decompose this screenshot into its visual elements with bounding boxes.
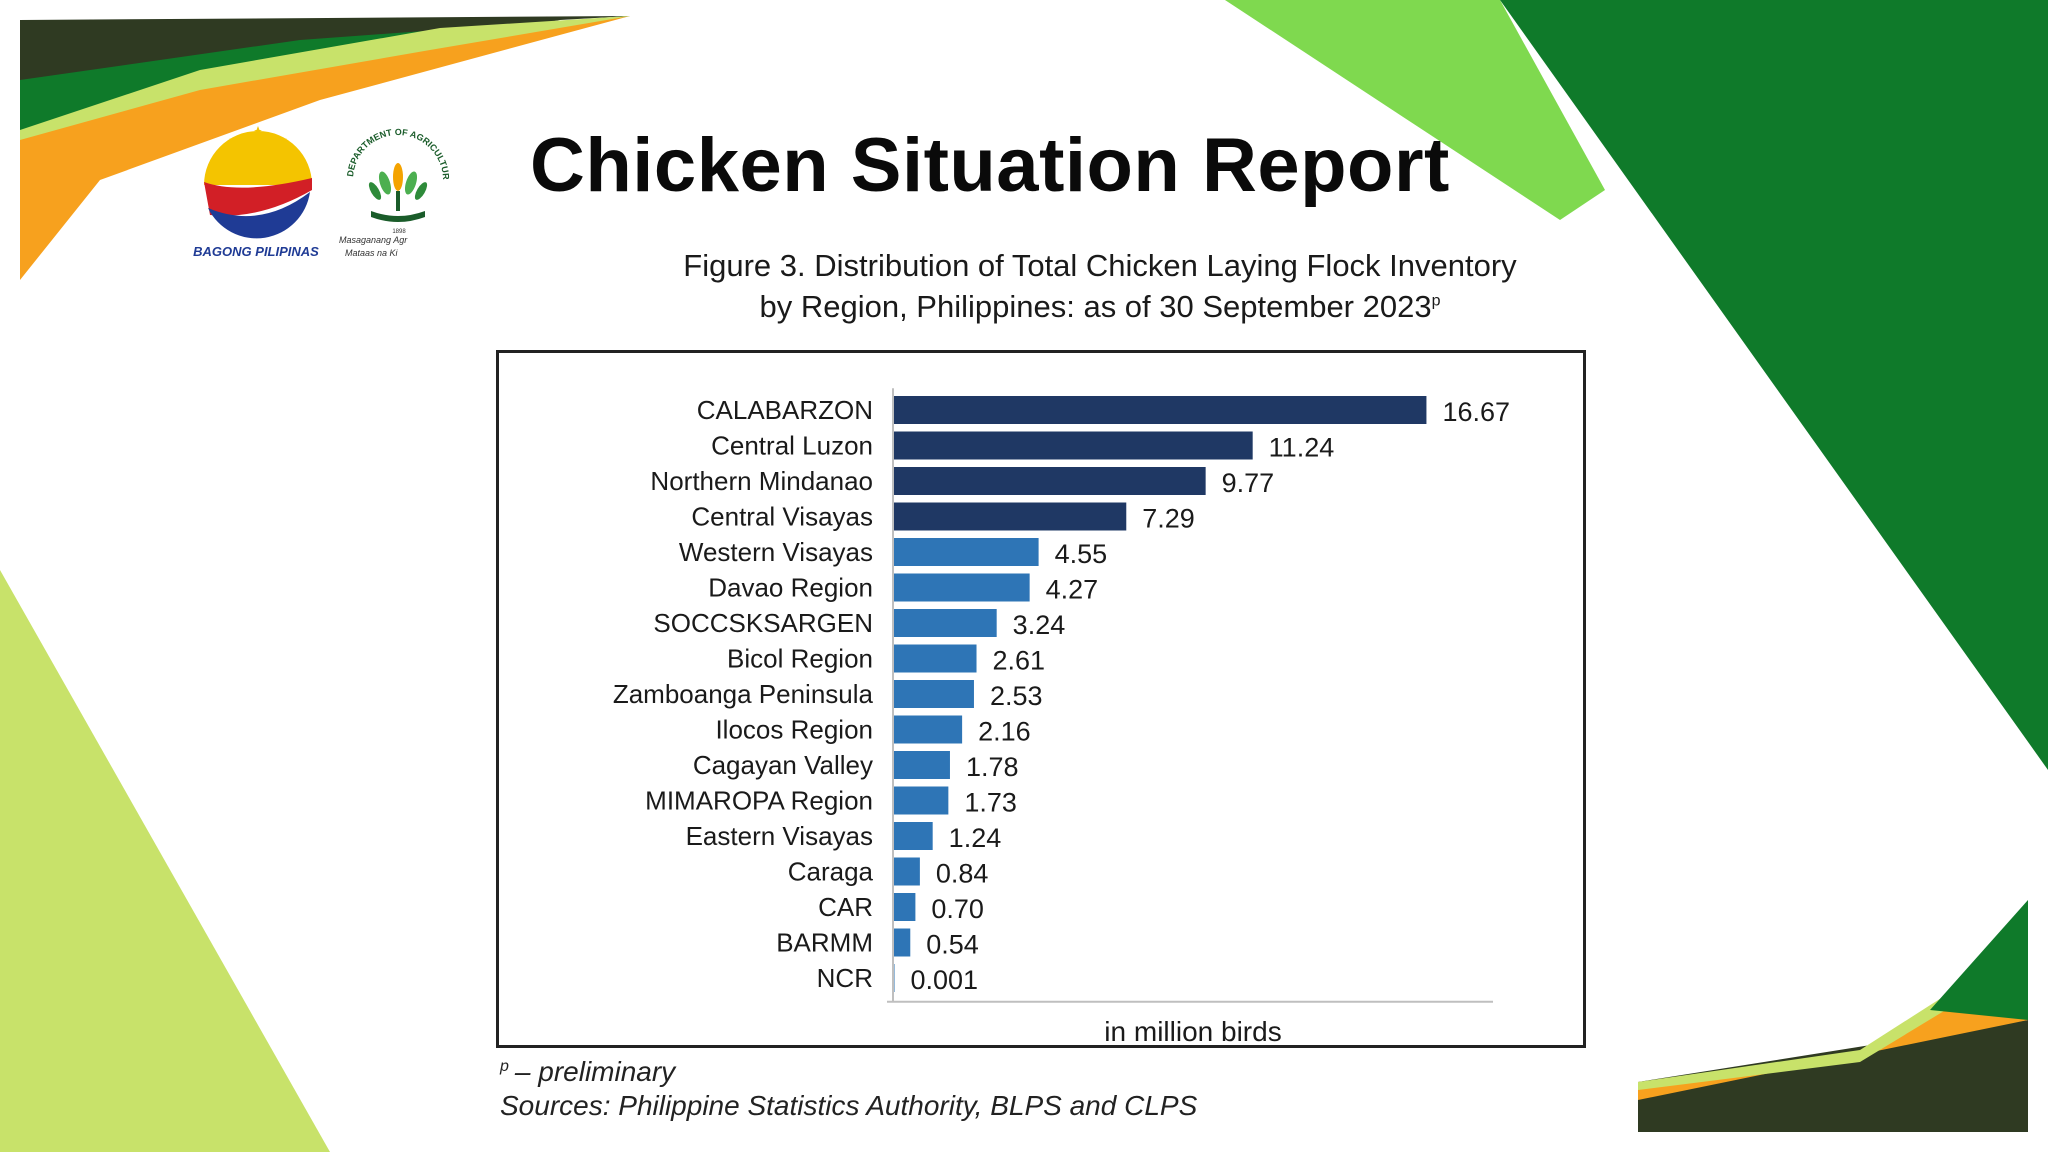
value-label-12: 1.24 bbox=[949, 823, 1002, 853]
category-label-7: Bicol Region bbox=[727, 644, 873, 674]
bar-1 bbox=[893, 431, 1253, 460]
value-label-14: 0.70 bbox=[931, 894, 984, 924]
labels-layer: CALABARZON 16.67 Central Luzon 11.24 Norther… bbox=[613, 395, 1510, 995]
footnote-sources: Sources: Philippine Statistics Authority… bbox=[500, 1090, 1198, 1121]
value-label-5: 4.27 bbox=[1046, 575, 1099, 605]
da-year: 1898 bbox=[392, 229, 406, 235]
category-label-5: Davao Region bbox=[708, 573, 873, 603]
bar-2 bbox=[893, 467, 1206, 495]
value-label-2: 9.77 bbox=[1222, 468, 1275, 498]
svg-text:DEPARTMENT OF AGRICULTURE: DEPARTMENT OF AGRICULTURE bbox=[335, 125, 451, 181]
value-label-6: 3.24 bbox=[1013, 610, 1066, 640]
category-label-11: MIMAROPA Region bbox=[645, 786, 873, 816]
category-label-0: CALABARZON bbox=[697, 395, 873, 425]
category-label-9: Ilocos Region bbox=[715, 715, 873, 745]
bar-10 bbox=[893, 751, 950, 779]
category-label-12: Eastern Visayas bbox=[686, 821, 873, 851]
bar-6 bbox=[893, 609, 997, 637]
bar-5 bbox=[893, 573, 1030, 602]
bar-14 bbox=[893, 893, 916, 921]
shape-pale-green-bottom-left bbox=[0, 570, 330, 1152]
da-tagline-1: Masaganang Agr bbox=[339, 235, 408, 245]
bar-13 bbox=[893, 857, 920, 886]
bar-12 bbox=[893, 822, 933, 850]
figure-title-superscript: p bbox=[1431, 292, 1441, 310]
stripe-green-bottom-right bbox=[1930, 900, 2028, 1020]
chart-frame: CALABARZON 16.67 Central Luzon 11.24 Norther… bbox=[496, 350, 1586, 1048]
figure-title-line-2-text: by Region, Philippines: as of 30 Septemb… bbox=[759, 289, 1432, 324]
wheat-icon bbox=[368, 163, 428, 222]
category-label-1: Central Luzon bbox=[711, 431, 873, 461]
figure-title-line-1: Figure 3. Distribution of Total Chicken … bbox=[683, 248, 1517, 283]
x-axis-label: in million birds bbox=[1104, 1016, 1281, 1045]
bar-15 bbox=[893, 928, 911, 957]
category-label-14: CAR bbox=[818, 892, 873, 922]
value-label-11: 1.73 bbox=[964, 788, 1017, 818]
department-of-agriculture-logo: DEPARTMENT OF AGRICULTURE 1898 Masaganan… bbox=[335, 125, 451, 258]
value-label-4: 4.55 bbox=[1055, 539, 1108, 569]
category-label-13: Caraga bbox=[788, 857, 874, 887]
category-label-16: NCR bbox=[817, 963, 873, 993]
shape-light-green-top bbox=[1225, 0, 1605, 220]
value-label-7: 2.61 bbox=[993, 646, 1046, 676]
value-label-15: 0.54 bbox=[926, 930, 979, 960]
figure-title-line-2: by Region, Philippines: as of 30 Septemb… bbox=[500, 291, 1700, 322]
bar-11 bbox=[893, 786, 949, 815]
value-label-0: 16.67 bbox=[1442, 397, 1510, 427]
stripe-orange-top-left bbox=[20, 16, 630, 280]
bar-chart: CALABARZON 16.67 Central Luzon 11.24 Norther… bbox=[613, 388, 1510, 1045]
value-label-1: 11.24 bbox=[1269, 433, 1335, 463]
value-label-13: 0.84 bbox=[936, 859, 989, 889]
stripe-dark-top-left bbox=[20, 16, 630, 120]
category-label-2: Northern Mindanao bbox=[650, 466, 873, 496]
da-ring-text: DEPARTMENT OF AGRICULTURE bbox=[335, 125, 451, 181]
bagong-pilipinas-text: BAGONG PILIPINAS bbox=[193, 244, 319, 259]
stripe-orange-bottom-right bbox=[1638, 960, 2028, 1100]
category-label-8: Zamboanga Peninsula bbox=[613, 679, 874, 709]
category-label-10: Cagayan Valley bbox=[693, 750, 873, 780]
bar-3 bbox=[893, 502, 1127, 531]
stripe-green-top-left bbox=[20, 16, 630, 150]
da-tagline-2: Mataas na Ki bbox=[345, 248, 399, 258]
page-title: Chicken Situation Report bbox=[530, 123, 1450, 208]
bar-7 bbox=[893, 644, 977, 673]
bar-8 bbox=[893, 680, 974, 708]
category-label-6: SOCCSKSARGEN bbox=[653, 608, 873, 638]
footnote-preliminary: p – preliminary bbox=[500, 1058, 675, 1086]
bagong-pilipinas-logo: BAGONG PILIPINAS bbox=[193, 126, 319, 259]
bar-0 bbox=[893, 396, 1427, 424]
category-label-4: Western Visayas bbox=[679, 537, 873, 567]
stripe-pale-top-left bbox=[20, 16, 630, 190]
category-label-15: BARMM bbox=[776, 928, 873, 958]
bar-9 bbox=[893, 715, 963, 744]
footnote-preliminary-text: – preliminary bbox=[514, 1056, 676, 1087]
category-label-3: Central Visayas bbox=[691, 502, 873, 532]
bar-4 bbox=[893, 538, 1039, 566]
shape-dark-green-top-right bbox=[1500, 0, 2048, 770]
value-label-10: 1.78 bbox=[966, 752, 1019, 782]
value-label-3: 7.29 bbox=[1142, 504, 1195, 534]
value-label-16: 0.001 bbox=[911, 965, 979, 995]
footnote-preliminary-sup: p bbox=[500, 1058, 509, 1075]
value-label-9: 2.16 bbox=[978, 717, 1031, 747]
bars-layer bbox=[893, 396, 1427, 992]
value-label-8: 2.53 bbox=[990, 681, 1043, 711]
stripe-dark-bottom-right bbox=[1638, 1020, 2028, 1132]
